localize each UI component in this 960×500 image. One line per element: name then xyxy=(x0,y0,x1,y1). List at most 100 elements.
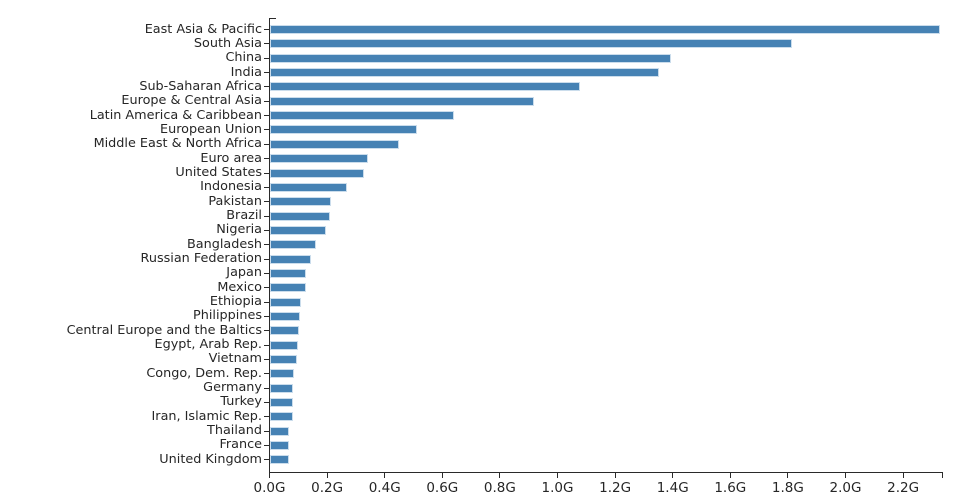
category-label: Bangladesh xyxy=(186,236,262,252)
y-tick xyxy=(264,29,269,31)
y-axis-top-cap xyxy=(269,18,276,19)
category-label: Congo, Dem. Rep. xyxy=(146,365,262,381)
category-label: Nigeria xyxy=(216,222,262,238)
x-tick-label: 1.8G xyxy=(771,480,804,496)
bar xyxy=(269,197,331,207)
y-tick xyxy=(264,287,269,289)
x-tick-label: 0.2G xyxy=(311,480,344,496)
bar xyxy=(269,68,660,78)
x-tick-label: 1.2G xyxy=(599,480,632,496)
y-tick xyxy=(264,315,269,317)
x-tick-label: 0.8G xyxy=(483,480,516,496)
bar xyxy=(269,168,364,178)
category-label: France xyxy=(219,437,262,453)
x-tick-label: 2.2G xyxy=(887,480,920,496)
y-tick xyxy=(264,459,269,461)
category-label: Russian Federation xyxy=(140,251,262,267)
bar xyxy=(269,311,301,321)
category-label: Central Europe and the Baltics xyxy=(66,322,262,338)
bar xyxy=(269,25,940,35)
y-tick xyxy=(264,43,269,45)
x-tick-label: 0.6G xyxy=(426,480,459,496)
category-label: Egypt, Arab Rep. xyxy=(154,337,263,353)
bar xyxy=(269,440,289,450)
bar xyxy=(269,354,298,364)
x-tick-label: 0.0G xyxy=(253,480,286,496)
bar xyxy=(269,111,455,121)
category-label: Thailand xyxy=(207,423,262,439)
y-tick xyxy=(264,301,269,303)
bar xyxy=(269,369,294,379)
bar xyxy=(269,383,294,393)
bar xyxy=(269,268,307,278)
category-label: Germany xyxy=(203,380,262,396)
bar xyxy=(269,182,347,192)
bar xyxy=(269,39,792,49)
x-tick xyxy=(729,473,731,478)
x-tick xyxy=(902,473,904,478)
category-label: Brazil xyxy=(226,208,262,224)
x-tick xyxy=(557,473,558,478)
y-tick xyxy=(264,72,269,74)
bar xyxy=(269,53,671,63)
y-tick xyxy=(264,201,269,203)
x-axis-line xyxy=(269,472,943,473)
bar xyxy=(269,225,326,235)
bar xyxy=(269,455,289,465)
category-label: India xyxy=(230,64,262,80)
y-tick xyxy=(264,158,269,160)
y-tick xyxy=(264,244,269,246)
x-tick xyxy=(384,473,386,478)
category-label: Japan xyxy=(226,265,262,281)
category-label: South Asia xyxy=(193,35,262,51)
bar xyxy=(269,240,316,250)
category-label: China xyxy=(225,50,262,66)
y-tick xyxy=(264,100,269,102)
x-tick xyxy=(787,473,789,478)
category-label: Ethiopia xyxy=(209,294,262,310)
x-tick xyxy=(269,473,270,478)
bar xyxy=(269,96,535,106)
y-tick xyxy=(264,229,269,231)
y-tick xyxy=(264,272,269,274)
bar xyxy=(269,82,580,92)
category-label: United Kingdom xyxy=(159,451,262,467)
category-label: Indonesia xyxy=(200,179,262,195)
bar xyxy=(269,326,300,336)
y-tick xyxy=(264,401,269,403)
category-label: European Union xyxy=(160,121,262,137)
bar xyxy=(269,412,294,422)
y-tick xyxy=(264,358,269,360)
y-tick xyxy=(264,86,269,88)
y-tick xyxy=(264,115,269,117)
y-tick xyxy=(264,387,269,389)
bar xyxy=(269,397,294,407)
x-tick xyxy=(845,473,846,478)
y-tick xyxy=(264,444,269,446)
x-tick-label: 1.0G xyxy=(541,480,574,496)
category-label: Sub-Saharan Africa xyxy=(139,78,262,94)
category-label: Euro area xyxy=(200,150,262,166)
category-label: Turkey xyxy=(220,394,262,410)
y-tick xyxy=(264,172,269,174)
y-tick xyxy=(264,373,269,375)
bar xyxy=(269,125,418,135)
bar xyxy=(269,211,330,221)
bar xyxy=(269,283,306,293)
y-tick xyxy=(264,430,269,432)
x-tick-label: 2.0G xyxy=(829,480,862,496)
y-tick xyxy=(264,215,269,217)
category-label: Middle East & North Africa xyxy=(93,136,262,152)
y-tick xyxy=(264,258,269,260)
category-label: East Asia & Pacific xyxy=(144,21,262,37)
category-label: Latin America & Caribbean xyxy=(89,107,262,123)
category-label: Mexico xyxy=(217,279,262,295)
category-label: Philippines xyxy=(193,308,262,324)
y-tick xyxy=(264,344,269,346)
bar xyxy=(269,254,312,264)
bar xyxy=(269,426,290,436)
y-tick xyxy=(264,330,269,332)
x-tick xyxy=(672,473,674,478)
bar xyxy=(269,154,368,164)
